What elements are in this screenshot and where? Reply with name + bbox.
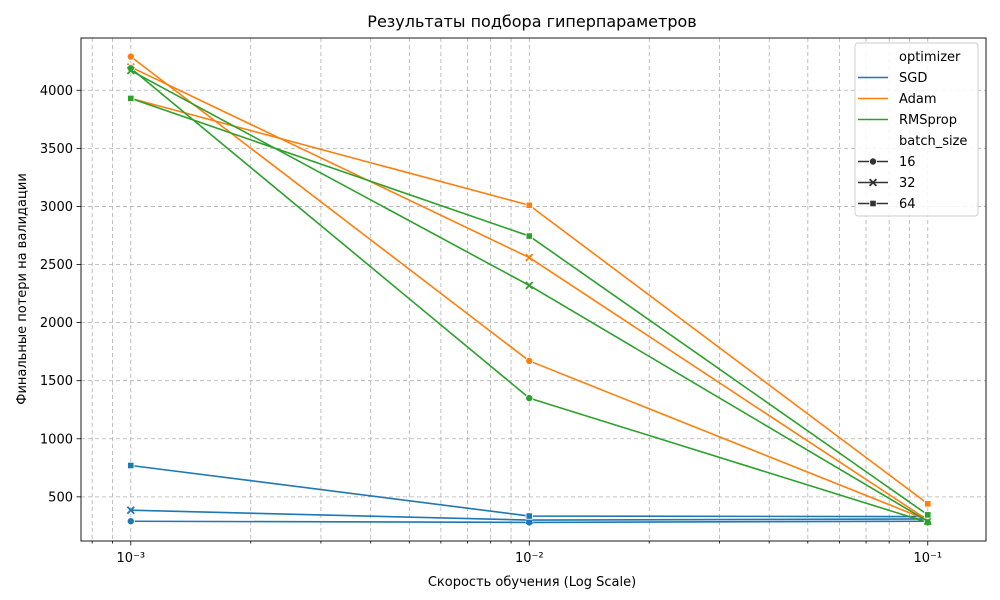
data-point: [127, 461, 135, 470]
data-point: [126, 52, 135, 61]
legend-item-adam: Adam: [858, 92, 937, 107]
y-tick-label: 3000: [40, 200, 73, 215]
legend-item-rmsprop: RMSprop: [858, 113, 957, 128]
y-tick-label: 4000: [40, 84, 73, 99]
y-tick-label: 2000: [40, 316, 73, 331]
legend-hue-title: optimizer: [899, 50, 961, 65]
data-point: [126, 506, 135, 515]
legend-item-batch-16: 16: [858, 155, 916, 170]
legend-item-batch-64: 64: [858, 197, 916, 212]
legend-label: 32: [899, 176, 916, 191]
legend-style-title: batch_size: [899, 134, 967, 149]
data-point: [525, 253, 534, 262]
data-point: [525, 201, 533, 209]
x-tick-label: 10⁻³: [116, 551, 145, 566]
legend-label: 16: [899, 155, 916, 170]
data-point: [126, 66, 135, 75]
legend-box: [854, 42, 979, 217]
legend-label: SGD: [899, 71, 927, 86]
y-tick-label: 1000: [40, 432, 73, 447]
series-sgd-64: [127, 461, 932, 521]
axes: 10⁻³ 10⁻² 10⁻¹ 500 1000 1500 2000 2500 3000 3500 4…: [40, 37, 987, 566]
grid: [81, 38, 986, 541]
legend-marker: [869, 157, 878, 166]
series-rmsprop-64: [127, 94, 932, 519]
chart-title: Результаты подбора гиперпараметров: [367, 12, 696, 31]
x-tick-label: 10⁻¹: [913, 551, 942, 566]
legend-label: 64: [899, 197, 916, 212]
legend-marker: [868, 178, 878, 187]
data-point: [127, 94, 135, 103]
y-axis-label: Финальные потери на валидации: [15, 173, 30, 405]
data-point: [924, 500, 932, 508]
data-point: [126, 517, 135, 526]
data-point: [525, 232, 533, 240]
data-point: [923, 517, 932, 526]
data-point: [126, 64, 135, 73]
x-axis-label: Скорость обучения (Log Scale): [428, 575, 636, 590]
legend: optimizer SGD Adam RMSprop batch_size 16 32 64: [854, 42, 979, 217]
legend-item-sgd: SGD: [858, 71, 927, 86]
series-rmsprop-32: [126, 66, 932, 526]
legend-item-batch-32: 32: [858, 176, 916, 191]
y-tick-label: 3500: [40, 142, 73, 157]
data-point: [525, 394, 534, 403]
y-tick-label: 1500: [40, 374, 73, 389]
y-tick-label: 2500: [40, 258, 73, 273]
data-point: [924, 511, 932, 519]
legend-label: Adam: [899, 92, 937, 107]
legend-marker: [869, 199, 877, 208]
data-point: [525, 356, 534, 365]
series-group: [126, 52, 932, 527]
y-tick-label: 500: [48, 490, 73, 505]
data-point: [525, 512, 533, 520]
data-point: [525, 281, 534, 290]
plot-frame: [80, 37, 987, 542]
legend-label: RMSprop: [899, 113, 957, 128]
x-tick-label: 10⁻²: [515, 551, 544, 566]
